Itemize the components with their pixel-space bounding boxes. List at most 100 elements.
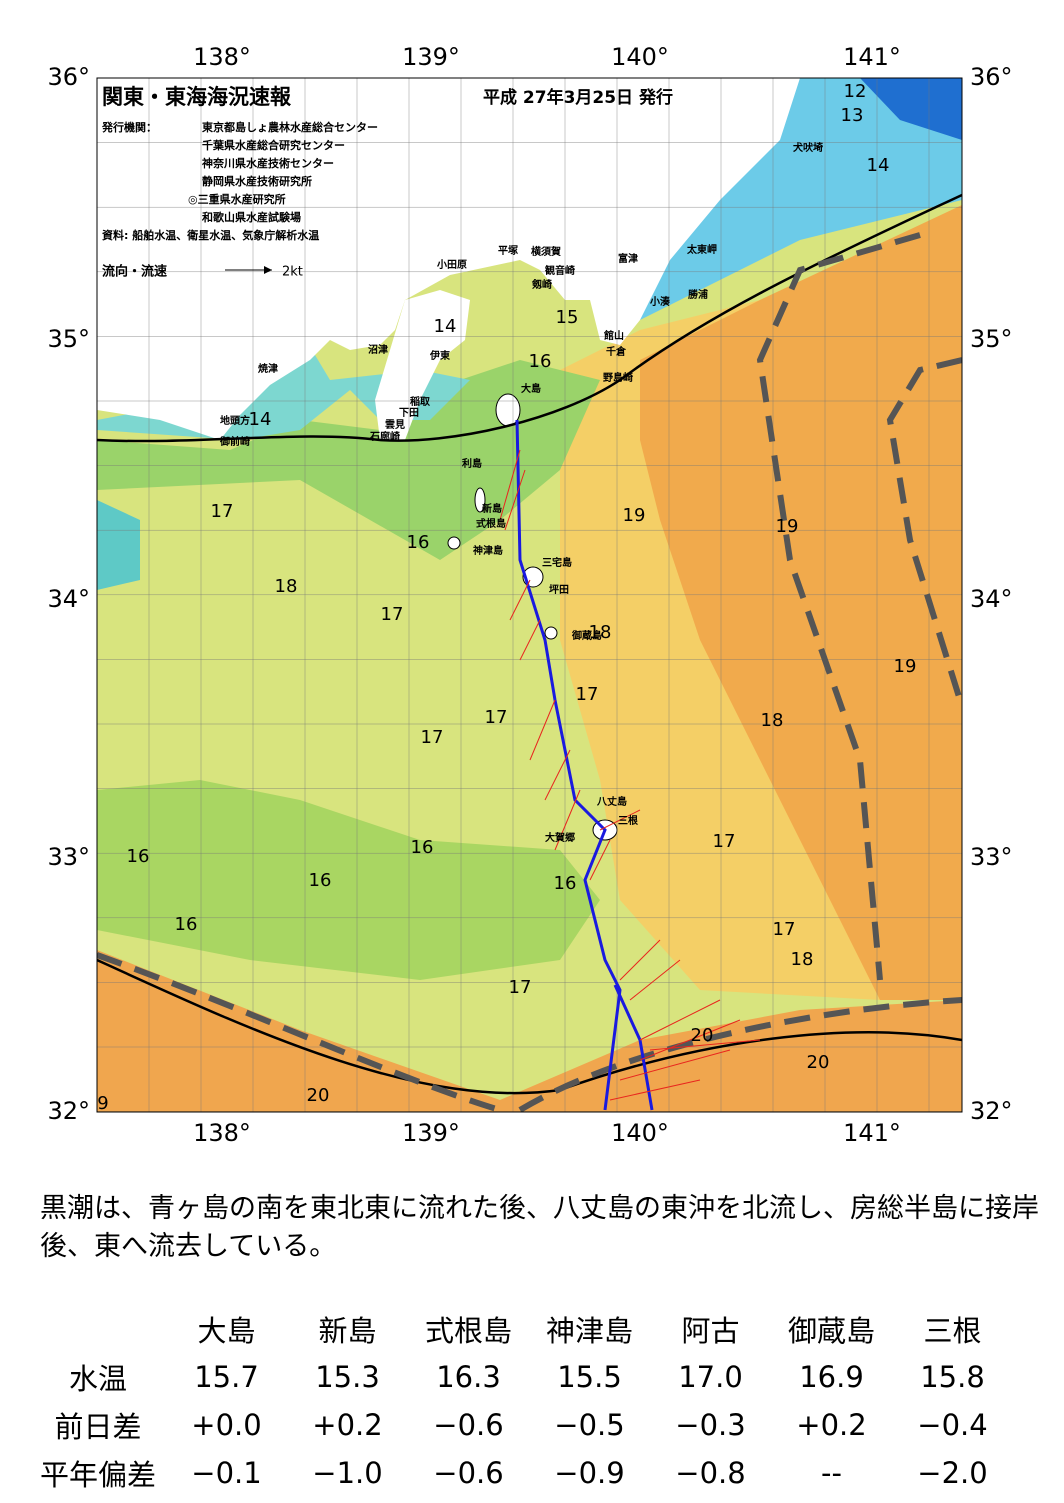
isotherm-label: 17 [713,831,736,852]
coastal-zone [97,360,600,560]
place-label: 小湊 [649,295,671,308]
place-label: 館山 [603,329,624,342]
isotherm-label: 17 [381,604,404,625]
cold-eddy [97,500,140,590]
row-header: 前日差 [54,1410,142,1444]
source: 資料: 船舶水温、衛星水温、気象庁解析水温 [102,228,319,242]
isotherm-label: 14 [249,409,272,430]
issuer: 東京都島しょ農林水産総合センター [202,120,378,134]
isotherm-label: 19 [623,505,646,526]
place-label: 沼津 [368,343,388,356]
table-cell: +0.0 [191,1408,262,1442]
place-label: 平塚 [498,244,518,257]
table-cell: −0.1 [191,1456,262,1490]
isotherm-label: 12 [844,81,867,102]
isotherm-line [97,193,962,443]
map-frame [96,77,963,1113]
isotherm-label: 14 [867,155,890,176]
table-cell: 15.3 [315,1360,380,1394]
lon-label: 138° [193,43,251,71]
column-header: 式根島 [424,1314,512,1348]
isotherm-label: 16 [529,351,552,372]
isotherm-label: 15 [556,307,579,328]
isotherm-label: 17 [773,919,796,940]
place-label: 利島 [462,457,482,470]
place-label: 三宅島 [542,556,572,569]
place-label: 御蔵島 [571,629,602,642]
land [97,78,800,440]
place-label: 御前崎 [219,435,250,448]
lat-label: 35° [970,325,1013,353]
lon-label: 141° [843,43,901,71]
table-cell: 16.9 [799,1360,864,1394]
lon-label: 138° [193,1119,251,1147]
table-cell: −0.3 [675,1408,746,1442]
lat-label: 34° [970,585,1013,613]
isotherm-label: 9 [97,1093,108,1114]
place-label: 焼津 [258,362,278,375]
current-vectors [499,449,761,1101]
place-label: 八丈島 [596,795,627,808]
isotherm-label: 16 [411,837,434,858]
isotherm-label: 19 [776,516,799,537]
table-cell: -- [821,1456,842,1490]
place-label: 犬吠埼 [793,141,823,154]
place-label: 大島 [521,382,541,395]
isotherm-label: 20 [807,1052,830,1073]
map-body [97,78,962,1112]
cold-core [860,78,962,140]
place-label: 地頭方 [220,414,250,427]
table-cell: 17.0 [678,1360,743,1394]
table-cell: −0.9 [554,1456,625,1490]
column-header: 御蔵島 [787,1314,875,1348]
lat-label: 33° [47,843,90,871]
legend-arrowhead [264,266,272,274]
table-cell: −1.0 [312,1456,383,1490]
issuer: ◎三重県水産研究所 [188,192,286,206]
lat-label: 36° [970,63,1013,91]
lat-label: 34° [47,585,90,613]
izu-peninsula [375,290,470,440]
issue-date: 平成 27年3月25日 発行 [483,87,673,108]
place-label: 大賀郷 [545,831,575,844]
isotherm-label: 20 [307,1085,330,1106]
isotherm-label: 16 [309,870,332,891]
isotherm-label: 16 [407,532,430,553]
isotherm-label: 18 [791,949,814,970]
isotherm-label: 16 [554,873,577,894]
isotherm-label: 17 [509,977,532,998]
place-label: 神津島 [473,544,503,557]
place-label: 観音崎 [545,264,575,277]
data-table: 大島 新島 式根島 神津島 阿古 御蔵島 三根 水温 15.7 15.3 16.3 15.5 17.0 1… [30,1305,1013,1497]
lat-label: 35° [47,325,90,353]
place-label: 伊東 [429,349,450,362]
table-cell: 15.5 [557,1360,622,1394]
table-cell: −0.8 [675,1456,746,1490]
place-label: 富津 [618,252,638,265]
issuer: 静岡県水産技術研究所 [202,174,312,188]
isotherm-label: 18 [275,576,298,597]
place-label: 勝浦 [688,288,708,301]
issuer: 神奈川県水産技術センター [202,156,334,170]
table-cell: −0.6 [433,1408,504,1442]
place-label: 石廊崎 [369,430,400,443]
isotherm-label: 20 [691,1025,714,1046]
table-cell: +0.2 [312,1408,383,1442]
isotherm-label: 14 [434,316,457,337]
description: 黒潮は、青ヶ島の南を東北東に流れた後、八丈島の東沖を北流し、房総半島に接岸後、東… [40,1193,1039,1262]
place-label: 雲見 [385,419,405,431]
lon-label: 139° [402,1119,460,1147]
place-label: 坪田 [549,583,569,596]
column-header: 阿古 [681,1314,740,1348]
place-label: 新島 [482,502,502,515]
issuer: 千葉県水産総合研究センター [202,138,345,152]
lon-label: 140° [611,1119,669,1147]
lat-label: 32° [970,1097,1013,1125]
table-header-row: 大島 新島 式根島 神津島 阿古 御蔵島 三根 [30,1305,1013,1353]
issuer-label: 発行機関： [101,120,157,134]
isotherm-label: 13 [841,105,864,126]
column-header: 三根 [923,1314,982,1348]
map: 関東・東海海況速報 平成 27年3月25日 発行 発行機関： 資料: 船舶水温、… [47,43,1013,1147]
island [544,626,558,640]
